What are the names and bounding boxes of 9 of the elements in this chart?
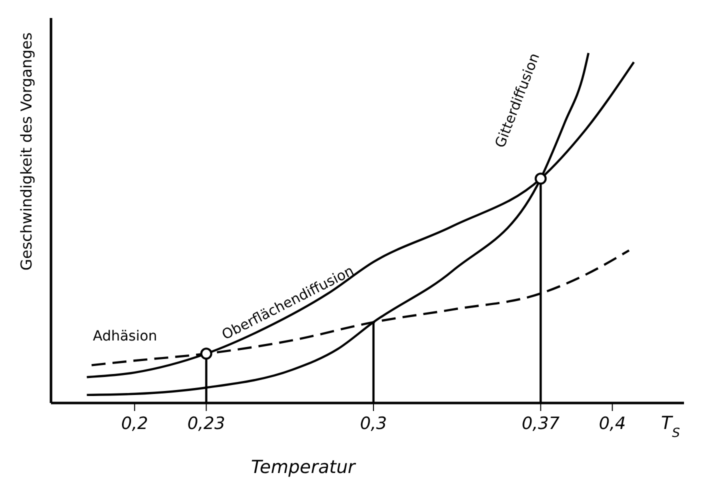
text: T$_{S}$ (661, 413, 680, 440)
x-tick-label: 0,37 (522, 414, 560, 434)
x-axis-title: Temperatur (251, 457, 357, 478)
x-tick-label: 0,4 (598, 414, 626, 434)
x-tick-label: 0,23 (187, 414, 226, 434)
x-tick-label: 0,3 (360, 414, 387, 434)
y-axis-title: Geschwindigkeit des Vorganges (17, 32, 36, 270)
x-tick-label: 0,2 (121, 414, 148, 434)
series-label: Adhäsion (92, 328, 158, 345)
